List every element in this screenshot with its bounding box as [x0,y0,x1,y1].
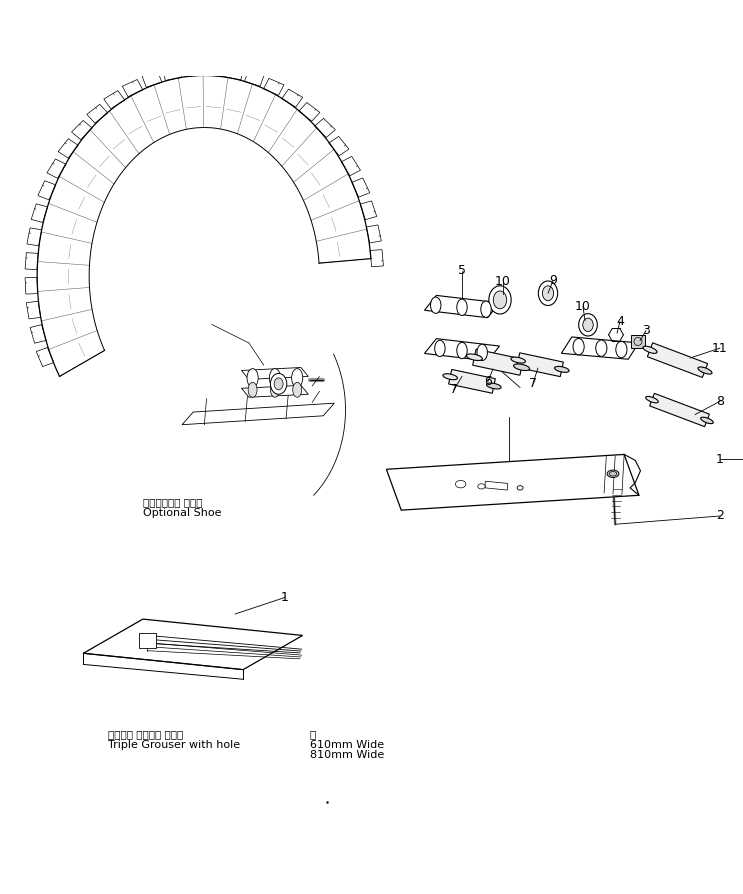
Ellipse shape [435,341,445,357]
Ellipse shape [616,342,627,358]
Text: 7: 7 [450,384,458,396]
Ellipse shape [583,318,593,332]
Polygon shape [139,633,156,648]
Polygon shape [516,353,563,376]
Polygon shape [632,334,645,348]
Text: 第: 第 [310,730,317,739]
Polygon shape [386,454,639,510]
Text: 3: 3 [642,325,650,337]
Ellipse shape [481,301,491,317]
Polygon shape [241,385,308,397]
Ellipse shape [430,297,441,314]
Text: 1: 1 [281,591,289,604]
Polygon shape [485,481,507,490]
Ellipse shape [247,368,259,387]
Polygon shape [424,295,499,317]
Ellipse shape [573,339,584,355]
Text: オプショナル シュー: オプショナル シュー [143,497,203,507]
Polygon shape [473,350,523,375]
Text: 10: 10 [575,300,591,313]
Ellipse shape [270,383,279,397]
Ellipse shape [248,383,257,397]
Ellipse shape [477,344,487,360]
Ellipse shape [517,485,523,490]
Polygon shape [449,369,496,393]
Text: 1: 1 [716,453,724,466]
Ellipse shape [596,340,607,357]
Polygon shape [83,620,302,670]
Polygon shape [649,393,710,426]
Ellipse shape [646,396,658,403]
Text: 610mm Wide: 610mm Wide [310,739,384,749]
Ellipse shape [539,281,558,306]
Ellipse shape [554,367,569,372]
Ellipse shape [489,286,511,314]
Ellipse shape [457,342,467,358]
Text: 810mm Wide: 810mm Wide [310,750,384,760]
Ellipse shape [478,484,485,489]
Ellipse shape [701,417,713,424]
Ellipse shape [467,354,482,360]
Ellipse shape [698,367,712,374]
Text: 8: 8 [716,395,724,408]
Ellipse shape [542,286,554,300]
Ellipse shape [274,378,283,390]
Ellipse shape [513,364,530,370]
Polygon shape [647,342,707,377]
Ellipse shape [291,368,303,387]
Polygon shape [241,367,308,379]
Polygon shape [562,337,639,359]
Ellipse shape [270,374,287,394]
Ellipse shape [293,383,302,397]
Ellipse shape [643,346,657,353]
Text: 6: 6 [484,375,492,388]
Ellipse shape [579,314,597,336]
Text: 7: 7 [529,376,537,390]
Ellipse shape [487,383,501,389]
Ellipse shape [607,470,619,477]
Text: 11: 11 [712,342,728,355]
Text: Optional Shoe: Optional Shoe [143,508,221,518]
Text: トリプル グローサ 穴あき: トリプル グローサ 穴あき [108,730,184,739]
Text: 10: 10 [495,275,511,288]
Text: 4: 4 [616,315,624,328]
Text: Triple Grouser with hole: Triple Grouser with hole [108,739,240,749]
Ellipse shape [270,368,281,387]
Polygon shape [424,339,499,361]
Ellipse shape [493,291,507,308]
Text: 5: 5 [458,265,466,277]
Text: 9: 9 [549,274,557,287]
Ellipse shape [511,357,525,363]
Ellipse shape [455,480,466,488]
Ellipse shape [443,374,458,380]
Text: 2: 2 [716,510,724,522]
Ellipse shape [457,299,467,316]
